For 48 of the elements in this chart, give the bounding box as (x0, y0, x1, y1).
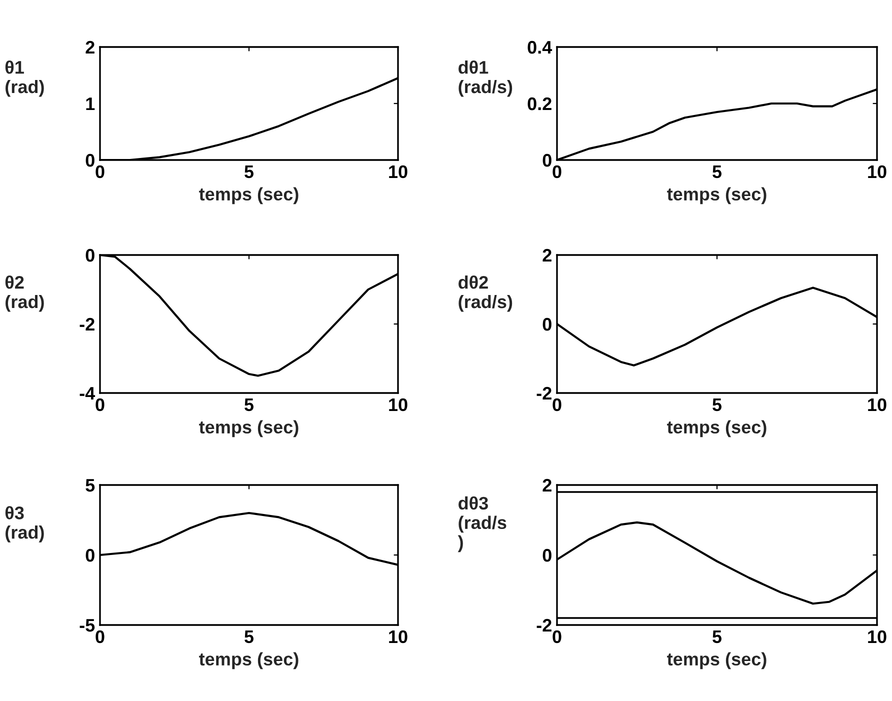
x-tick-label: 5 (244, 630, 254, 644)
x-tick-label: 10 (389, 630, 408, 644)
x-axis-title: temps (sec) (667, 420, 766, 438)
y-tick-label: 2 (542, 478, 552, 492)
y-tick-label: 0 (86, 248, 94, 262)
y-axis-title: dθ1 (rad/s) (458, 60, 512, 97)
x-tick-label: 5 (712, 166, 722, 178)
x-tick-label: 0 (96, 630, 104, 644)
y-tick-label: 1 (86, 98, 95, 110)
y-tick-label: -2 (80, 318, 94, 331)
x-axis-title: temps (sec) (667, 187, 766, 204)
x-tick-label: 10 (868, 398, 886, 412)
y-tick-label: 0 (542, 318, 552, 331)
x-tick-label: 0 (96, 398, 104, 412)
x-tick-label: 10 (868, 630, 886, 644)
y-tick-label: 0 (86, 154, 94, 167)
y-axis-title: θ1 (rad) (5, 60, 44, 97)
x-tick-label: 5 (244, 166, 254, 178)
x-tick-label: 0 (552, 165, 562, 178)
x-tick-label: 0 (552, 630, 562, 644)
y-tick-label: 5 (86, 479, 95, 492)
y-tick-label: -2 (536, 386, 552, 400)
y-tick-label: 0 (542, 154, 552, 167)
x-axis-title: temps (sec) (199, 187, 298, 204)
x-axis-title: temps (sec) (199, 420, 298, 438)
x-tick-label: 10 (389, 398, 408, 412)
y-tick-label: 2 (86, 40, 94, 54)
x-tick-label: 10 (868, 165, 886, 178)
y-axis-title: θ2 (rad) (5, 276, 44, 312)
x-axis-title: temps (sec) (199, 652, 298, 670)
y-tick-label: -5 (80, 619, 95, 632)
y-axis-title: θ3 (rad) (5, 506, 44, 542)
x-tick-label: 5 (712, 398, 722, 412)
x-tick-label: 5 (244, 398, 254, 412)
x-tick-label: 0 (552, 398, 562, 412)
y-tick-label: 0.4 (528, 40, 552, 54)
y-tick-label: 0 (86, 548, 94, 562)
x-tick-label: 0 (96, 165, 104, 178)
y-axis-title: dθ2 (rad/s) (458, 276, 512, 312)
x-tick-label: 5 (712, 630, 722, 644)
x-axis-title: temps (sec) (667, 652, 766, 670)
y-tick-label: 0.2 (528, 97, 552, 110)
y-axis-title: dθ3 (rad/s ) (458, 496, 506, 552)
y-tick-label: -4 (80, 387, 96, 400)
y-tick-label: -2 (536, 618, 552, 632)
x-tick-label: 10 (389, 165, 408, 178)
y-tick-label: 0 (542, 548, 552, 562)
y-tick-label: 2 (542, 248, 552, 262)
